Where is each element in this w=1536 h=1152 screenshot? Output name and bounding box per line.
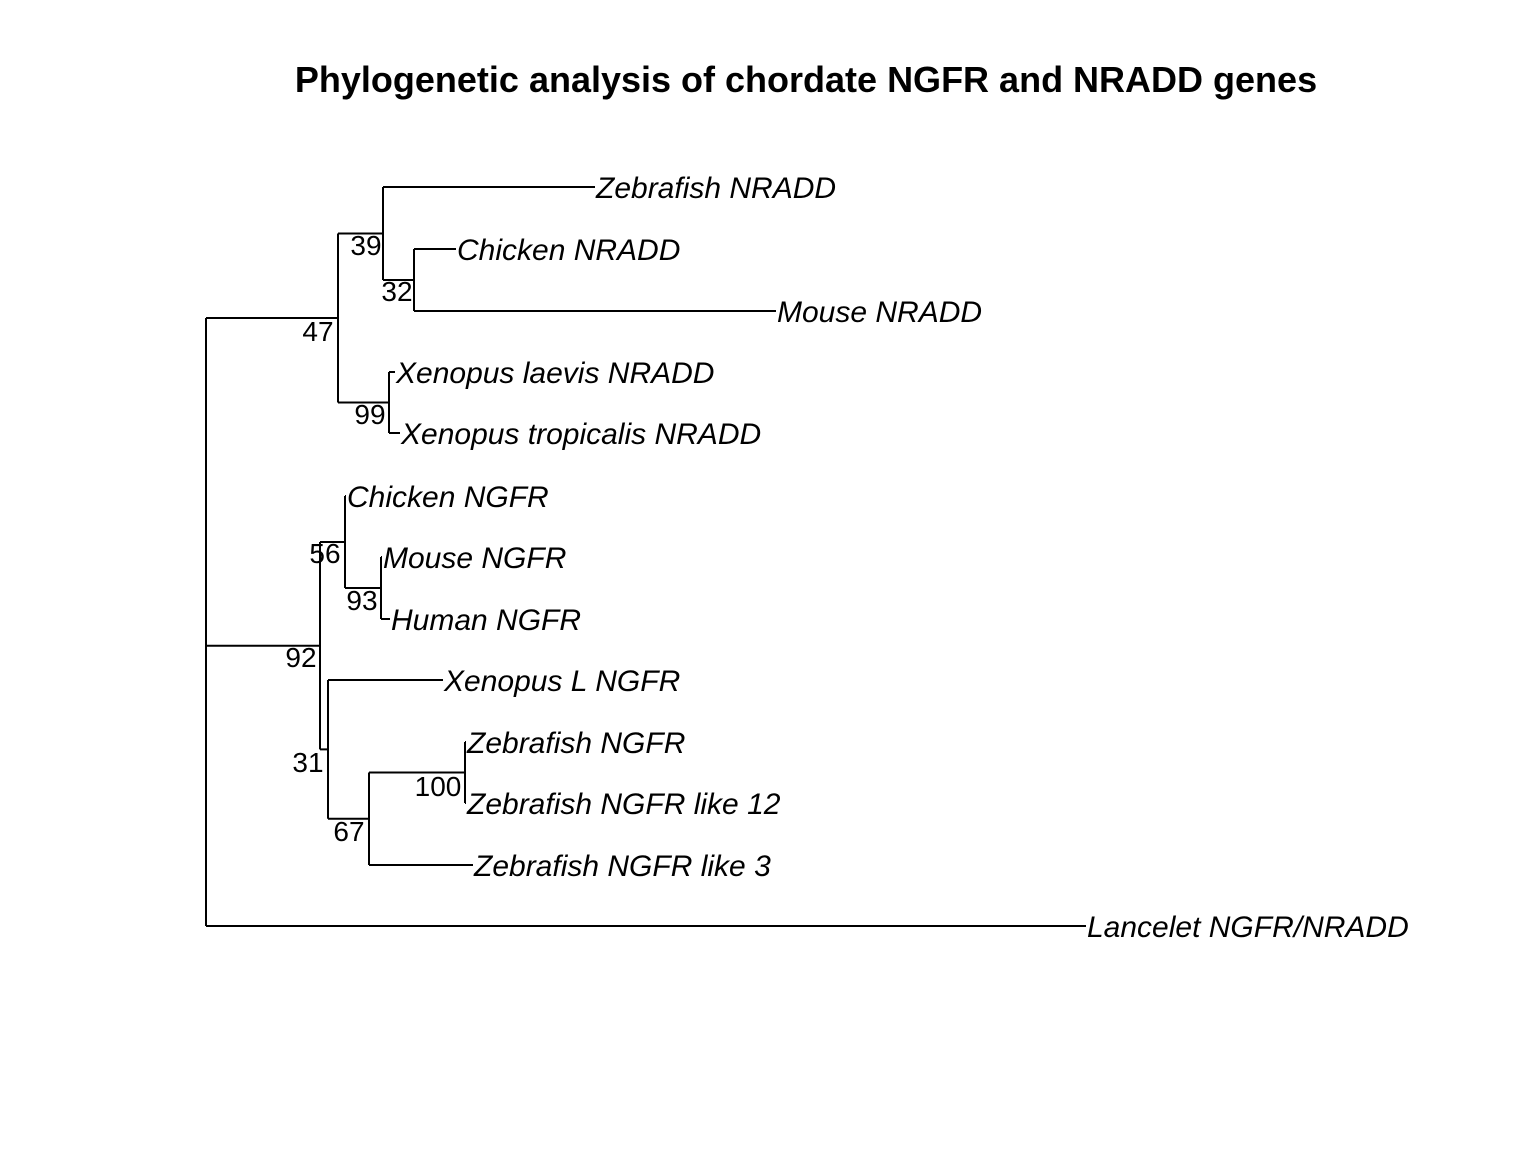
- bootstrap-value-n67: 67: [333, 816, 364, 847]
- tip-label-t1: Zebrafish NRADD: [595, 172, 836, 205]
- tip-label-t13: Lancelet NGFR/NRADD: [1087, 911, 1409, 944]
- tip-label-t11: Zebrafish NGFR like 12: [466, 788, 781, 821]
- tip-labels: Zebrafish NRADD Chicken NRADD Mouse NRADD X…: [347, 172, 1409, 944]
- tip-label-t9: Xenopus L NGFR: [443, 665, 680, 698]
- tip-label-t3: Mouse NRADD: [777, 296, 982, 329]
- bootstrap-value-n100: 100: [415, 771, 462, 802]
- bootstrap-value-n47: 47: [302, 316, 333, 347]
- bootstrap-value-n32: 32: [381, 276, 412, 307]
- figure-title: Phylogenetic analysis of chordate NGFR a…: [295, 59, 1317, 100]
- tip-label-t2: Chicken NRADD: [457, 234, 680, 267]
- tip-label-t5: Xenopus tropicalis NRADD: [400, 418, 761, 451]
- tip-label-t4: Xenopus laevis NRADD: [395, 357, 714, 390]
- tip-label-t6: Chicken NGFR: [347, 481, 549, 514]
- tip-label-t8: Human NGFR: [391, 604, 581, 637]
- bootstrap-value-n31: 31: [292, 747, 323, 778]
- tip-label-t12: Zebrafish NGFR like 3: [473, 850, 771, 883]
- bootstrap-value-n93: 93: [346, 585, 377, 616]
- bootstrap-value-n92: 92: [285, 642, 316, 673]
- bootstrap-value-n56: 56: [309, 538, 340, 569]
- bootstrap-value-n99: 99: [354, 399, 385, 430]
- tree-branches: [205, 186, 1086, 927]
- tip-label-t10: Zebrafish NGFR: [466, 727, 685, 760]
- tip-label-t7: Mouse NGFR: [383, 542, 566, 575]
- bootstrap-value-n39: 39: [350, 230, 381, 261]
